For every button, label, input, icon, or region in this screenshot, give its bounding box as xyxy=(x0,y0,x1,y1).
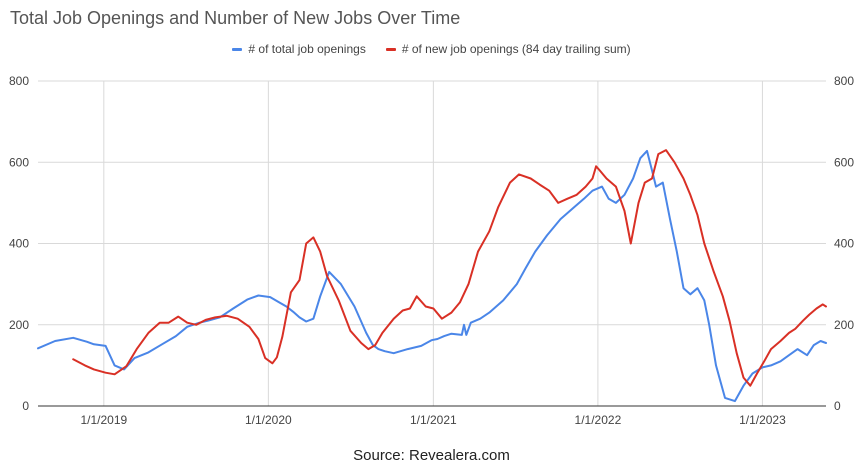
y-tick-label-left: 800 xyxy=(9,74,29,88)
x-tick-label: 1/1/2020 xyxy=(245,413,292,427)
y-tick-label-right: 800 xyxy=(834,74,854,88)
x-tick-label: 1/1/2023 xyxy=(739,413,786,427)
y-tick-label-left: 400 xyxy=(9,237,29,251)
source-caption: Source: Revealera.com xyxy=(353,447,510,464)
y-tick-label-left: 600 xyxy=(9,155,29,169)
x-tick-label: 1/1/2021 xyxy=(410,413,457,427)
series-line-total-openings xyxy=(37,149,827,403)
legend-swatch-new xyxy=(385,47,396,51)
chart-title: Total Job Openings and Number of New Job… xyxy=(10,8,461,28)
legend-item-new[interactable]: # of new job openings (84 day trailing s… xyxy=(385,42,631,56)
y-tick-label-right: 400 xyxy=(834,237,854,251)
legend: # of total job openings # of new job ope… xyxy=(0,42,863,56)
legend-item-total[interactable]: # of total job openings xyxy=(232,42,366,56)
x-tick-label: 1/1/2022 xyxy=(575,413,622,427)
series-line-new-openings xyxy=(72,149,827,387)
y-tick-label-right: 200 xyxy=(834,318,854,332)
legend-label-new: # of new job openings (84 day trailing s… xyxy=(401,42,631,56)
y-tick-label-left: 0 xyxy=(22,399,29,413)
y-tick-label-right: 0 xyxy=(834,399,841,413)
y-tick-label-right: 600 xyxy=(834,155,854,169)
x-tick-label: 1/1/2019 xyxy=(80,413,127,427)
legend-swatch-total xyxy=(232,47,243,51)
y-tick-label-left: 200 xyxy=(9,318,29,332)
legend-label-total: # of total job openings xyxy=(248,42,366,56)
